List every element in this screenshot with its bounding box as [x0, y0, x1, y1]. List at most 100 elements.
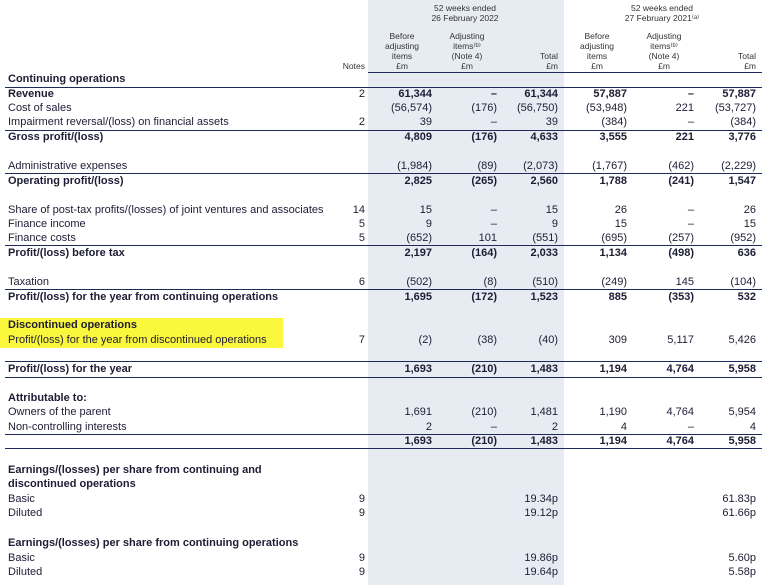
column-header: (Note 4) — [451, 51, 483, 61]
row-label: Cost of sales — [8, 102, 72, 114]
cell-value: 26 — [743, 204, 756, 216]
row-note: 9 — [358, 493, 365, 505]
cell-value: 4,809 — [404, 131, 432, 143]
cell-value: (2,229) — [721, 160, 756, 172]
cell-value: – — [490, 421, 497, 433]
cell-value: 1,547 — [728, 175, 756, 187]
cell-value: 1,523 — [530, 291, 558, 303]
column-header: items — [586, 51, 608, 61]
cell-value: (498) — [668, 247, 694, 259]
cell-value: 145 — [675, 276, 694, 288]
cell-value: 4,764 — [666, 435, 694, 447]
cell-value: 19.86p — [524, 552, 558, 564]
cell-value: (104) — [730, 276, 756, 288]
rule — [5, 130, 762, 131]
rule — [5, 361, 762, 362]
cell-value: 4 — [749, 421, 756, 433]
row-label: Basic — [8, 552, 35, 564]
row-label: Taxation — [8, 276, 49, 288]
row-label: Non-controlling interests — [8, 421, 127, 433]
cell-value: 1,691 — [404, 406, 432, 418]
cell-value: (384) — [601, 116, 627, 128]
cell-value: (8) — [483, 276, 497, 288]
cell-value: 1,194 — [599, 363, 627, 375]
cell-value: 15 — [545, 204, 558, 216]
column-header: £m — [396, 61, 408, 71]
row-label: Share of post-tax profits/(losses) of jo… — [8, 204, 324, 216]
cell-value: 221 — [675, 131, 694, 143]
cell-value: 1,190 — [599, 406, 627, 418]
cell-value: 1,481 — [530, 406, 558, 418]
row-label: Finance income — [8, 218, 86, 230]
row-note: 6 — [358, 276, 365, 288]
period-label: 52 weeks ended — [434, 3, 496, 13]
cell-value: – — [490, 116, 497, 128]
cell-value: (510) — [532, 276, 558, 288]
column-header: £m — [461, 61, 473, 71]
cell-value: – — [687, 204, 694, 216]
cell-value: (210) — [471, 406, 497, 418]
cell-value: (89) — [477, 160, 497, 172]
cell-value: (249) — [601, 276, 627, 288]
row-label: Impairment reversal/(loss) on financial … — [8, 116, 229, 128]
column-header: £m — [546, 61, 558, 71]
column-header: Adjusting — [449, 31, 485, 41]
rule — [5, 377, 762, 378]
period-label: 26 February 2022 — [431, 13, 499, 23]
cell-value: 5,958 — [728, 363, 756, 375]
cell-value: 2 — [551, 421, 558, 433]
cell-value: (210) — [471, 435, 497, 447]
cell-value: 19.34p — [524, 493, 558, 505]
cell-value: 57,887 — [593, 88, 627, 100]
cell-value: 5.60p — [728, 552, 756, 564]
rule — [5, 245, 762, 246]
row-note: 9 — [358, 552, 365, 564]
cell-value: 39 — [545, 116, 558, 128]
row-label: Earnings/(losses) per share from continu… — [8, 537, 299, 549]
cell-value: – — [687, 421, 694, 433]
rule — [5, 434, 762, 435]
cell-value: 1,194 — [599, 435, 627, 447]
cell-value: 1,134 — [599, 247, 627, 259]
row-note: 9 — [358, 507, 365, 519]
cell-value: 15 — [614, 218, 627, 230]
cell-value: (56,574) — [391, 102, 432, 114]
row-label: Profit/(loss) before tax — [8, 247, 125, 259]
cell-value: – — [687, 116, 694, 128]
cell-value: (652) — [406, 232, 432, 244]
cell-value: 4,764 — [666, 406, 694, 418]
cell-value: 221 — [675, 102, 694, 114]
cell-value: – — [687, 88, 694, 100]
cell-value: 15 — [419, 204, 432, 216]
column-header: £m — [591, 61, 603, 71]
column-header: Total — [540, 51, 558, 61]
rule — [5, 289, 762, 290]
cell-value: (2) — [418, 334, 432, 346]
cell-value: 19.64p — [524, 566, 558, 578]
cell-value: 39 — [419, 116, 432, 128]
row-label: Gross profit/(loss) — [8, 131, 104, 143]
cell-value: (257) — [668, 232, 694, 244]
cell-value: (2,073) — [523, 160, 558, 172]
cell-value: (38) — [477, 334, 497, 346]
cell-value: 1,483 — [530, 363, 558, 375]
cell-value: 5,426 — [728, 334, 756, 346]
cell-value: (53,948) — [586, 102, 627, 114]
cell-value: 2,033 — [530, 247, 558, 259]
cell-value: (176) — [471, 131, 497, 143]
row-label: Diluted — [8, 507, 43, 519]
row-note: 7 — [358, 334, 365, 346]
cell-value: 1,483 — [530, 435, 558, 447]
cell-value: 61,344 — [398, 88, 432, 100]
row-label: Profit/(loss) for the year — [8, 363, 133, 375]
cell-value: (551) — [532, 232, 558, 244]
cell-value: 1,695 — [404, 291, 432, 303]
cell-value: (53,727) — [715, 102, 756, 114]
cell-value: 61.83p — [722, 493, 756, 505]
column-header: Before — [584, 31, 610, 41]
shaded-column-band — [368, 0, 564, 585]
cell-value: 19.12p — [524, 507, 558, 519]
cell-value: 532 — [737, 291, 756, 303]
cell-value: (210) — [471, 363, 497, 375]
